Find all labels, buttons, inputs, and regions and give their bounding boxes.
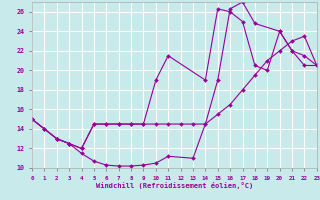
X-axis label: Windchill (Refroidissement éolien,°C): Windchill (Refroidissement éolien,°C)	[96, 182, 253, 189]
